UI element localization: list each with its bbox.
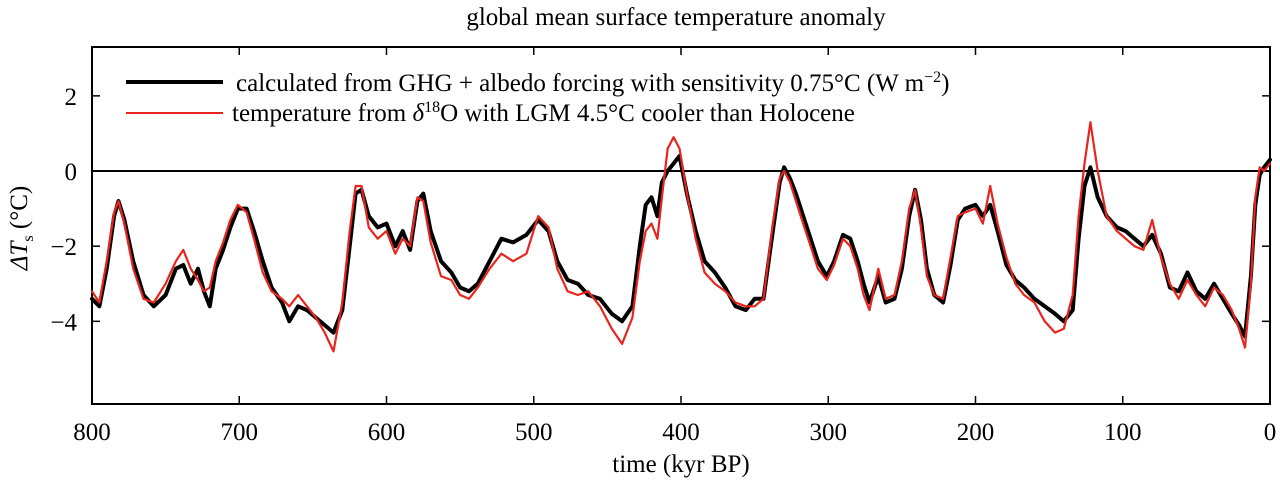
x-axis-label: time (kyr BP) xyxy=(612,451,750,478)
legend-label-delta18o: temperature from δ18O with LGM 4.5°C coo… xyxy=(232,99,855,127)
legend: calculated from GHG + albedo forcing wit… xyxy=(126,69,949,127)
x-tick-label: 500 xyxy=(515,419,553,446)
chart-title: global mean surface temperature anomaly xyxy=(466,4,886,31)
y-tick-label: −4 xyxy=(50,309,77,336)
x-tick-label: 200 xyxy=(957,419,995,446)
legend-label-calculated: calculated from GHG + albedo forcing wit… xyxy=(236,69,949,97)
y-axis-label: ΔTs (°C) xyxy=(6,186,37,271)
y-tick-label: −2 xyxy=(50,234,77,261)
y-tick-label: 2 xyxy=(65,84,78,111)
y-tick-label: 0 xyxy=(65,159,78,186)
x-tick-label: 600 xyxy=(368,419,406,446)
series-line-delta18o xyxy=(90,121,1272,353)
x-tick-label: 0 xyxy=(1264,419,1277,446)
x-tick-label: 400 xyxy=(662,419,700,446)
y-axis-ticks: 2 0 −2 −4 xyxy=(50,84,1270,336)
x-tick-label: 300 xyxy=(810,419,848,446)
x-tick-label: 100 xyxy=(1104,419,1142,446)
x-tick-label: 700 xyxy=(221,419,259,446)
x-tick-label: 800 xyxy=(73,419,111,446)
x-axis-ticks: 800 700 600 500 400 300 200 100 0 xyxy=(73,47,1276,446)
series-line-calculated xyxy=(90,154,1272,339)
series-layer xyxy=(90,121,1272,353)
